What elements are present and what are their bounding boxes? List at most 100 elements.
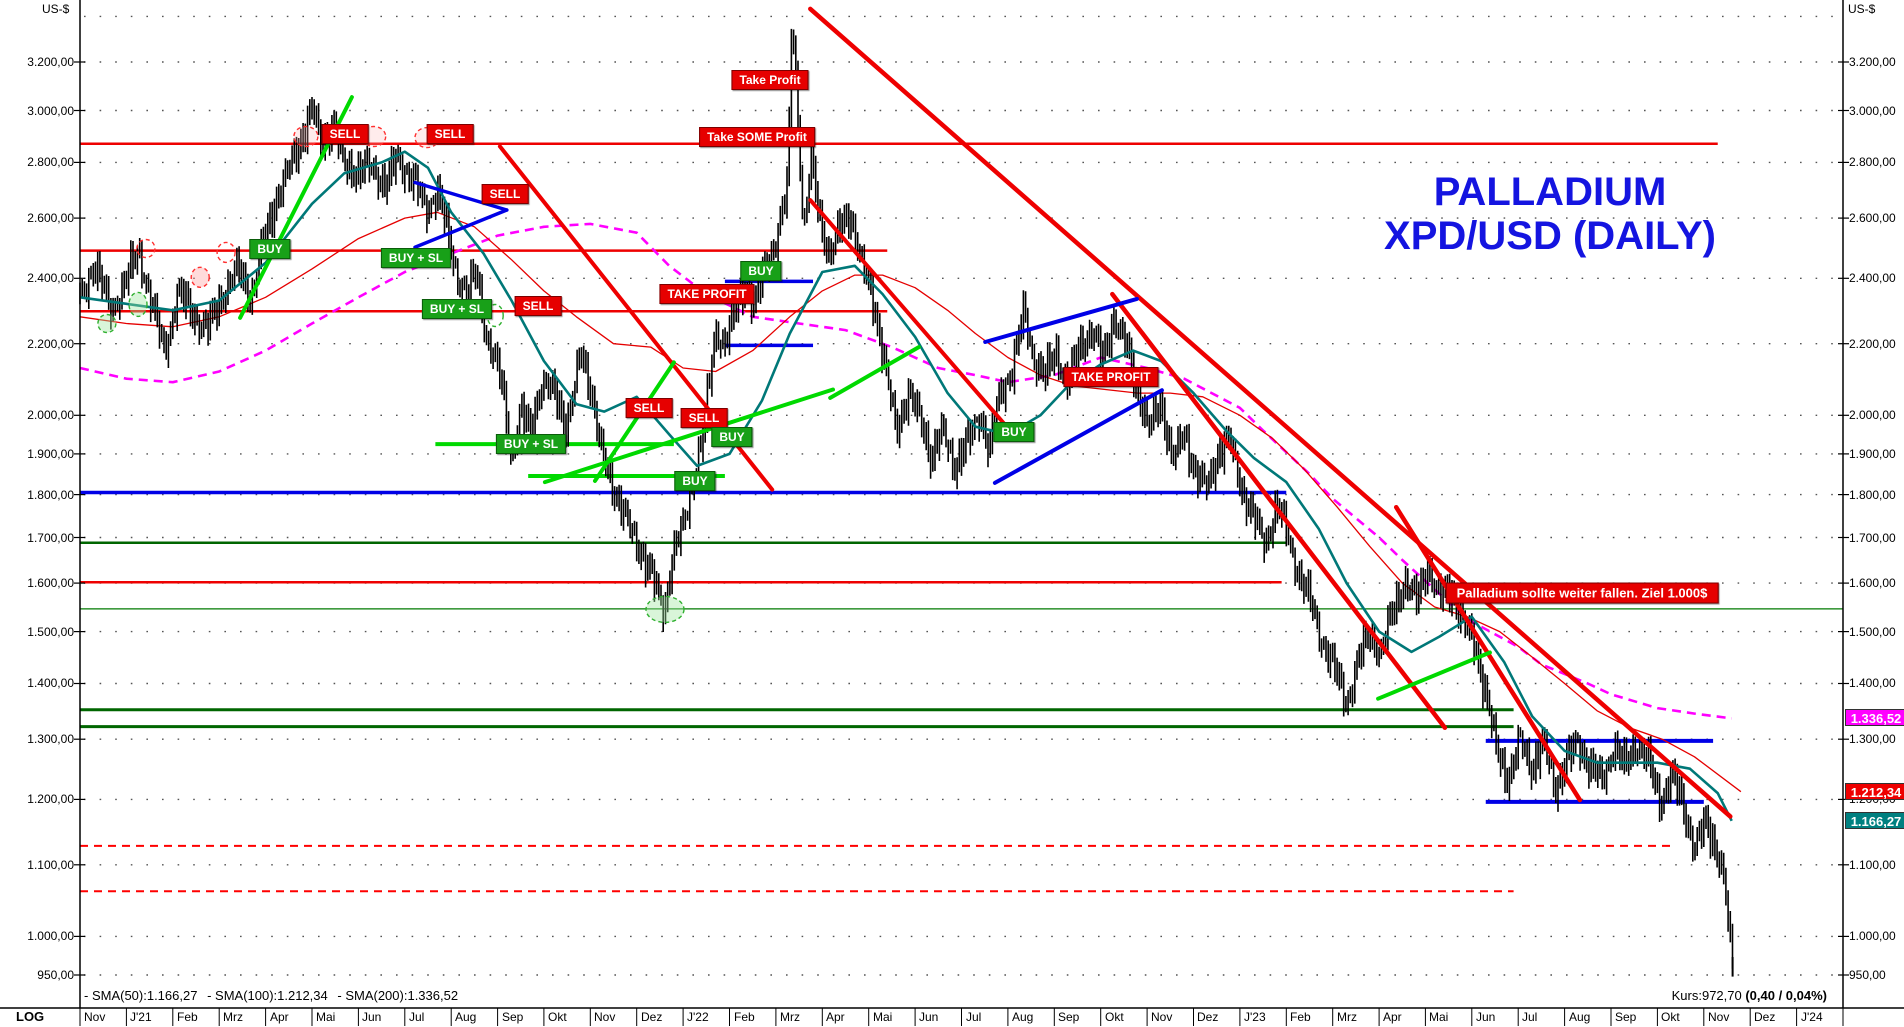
y-axis-label: 1.000,00 [1849, 929, 1896, 943]
y-axis-label: 1.100,00 [1849, 858, 1896, 872]
chart-title-line2: XPD/USD (DAILY) [1384, 214, 1716, 258]
y-axis-label: 2.400,00 [27, 271, 74, 285]
y-axis-label: 1.100,00 [27, 858, 74, 872]
x-axis-month-label: Jul [966, 1010, 982, 1024]
y-axis-label: 3.000,00 [27, 104, 74, 118]
sma50-legend: - SMA(50):1.166,27 [84, 988, 198, 1003]
buy-label: BUY [674, 471, 716, 491]
trend-line [1376, 650, 1492, 701]
y-axis-label: 1.400,00 [27, 676, 74, 690]
x-axis-month-label: Mrz [223, 1010, 243, 1024]
y-axis-label: 1.800,00 [1849, 488, 1896, 502]
y-axis-unit-left: US-$ [42, 2, 70, 16]
buy-label: BUY [993, 422, 1035, 442]
x-axis-month-label: Nov [594, 1010, 616, 1024]
x-axis-month-label: Nov [1151, 1010, 1173, 1024]
x-axis-month-label: J'23 [1244, 1010, 1266, 1024]
sma-price-badge: 1.336,52 [1845, 709, 1904, 726]
y-axis-label: 3.000,00 [1849, 104, 1896, 118]
pattern-ellipse [97, 313, 117, 334]
sma-price-badge: 1.166,27 [1845, 812, 1904, 829]
pattern-ellipse [645, 595, 685, 624]
x-axis-month-label: Sep [1058, 1010, 1080, 1024]
sma-price-badge: 1.212,34 [1845, 783, 1904, 800]
sma100-legend: - SMA(100):1.212,34 [207, 988, 328, 1003]
buy-label: BUY [249, 239, 291, 259]
x-axis-month-label: Jul [1522, 1010, 1538, 1024]
y-axis-label: 1.300,00 [27, 732, 74, 746]
pattern-ellipse [190, 266, 210, 288]
x-axis-month-label: Apr [270, 1010, 289, 1024]
y-axis-label: 1.800,00 [27, 488, 74, 502]
x-axis-month-label: J'22 [687, 1010, 709, 1024]
y-axis-label: 1.900,00 [1849, 447, 1896, 461]
y-axis-label: 1.500,00 [27, 625, 74, 639]
trend-line [983, 296, 1139, 344]
x-axis-month-label: Apr [1383, 1010, 1402, 1024]
sell-label: SELL [321, 124, 369, 144]
x-axis-month-label: Jul [409, 1010, 425, 1024]
y-axis-label: 2.400,00 [1849, 271, 1896, 285]
x-axis-month-label: Sep [1615, 1010, 1637, 1024]
sell-label: SELL [481, 184, 529, 204]
sma200-line [79, 222, 1732, 720]
y-axis-unit-right: US-$ [1848, 2, 1876, 16]
x-axis-month-label: Nov [1708, 1010, 1730, 1024]
x-axis-month-label: Aug [1012, 1010, 1034, 1024]
buy-label: BUY + SL [421, 299, 493, 319]
last-price-status: Kurs:972,70 (0,40 / 0,04%) [1672, 988, 1827, 1003]
x-axis-month-label: Sep [502, 1010, 524, 1024]
x-axis-month-label: J'21 [130, 1010, 152, 1024]
y-axis-label: 2.800,00 [27, 155, 74, 169]
y-axis-label: 1.400,00 [1849, 676, 1896, 690]
y-axis-label: 2.000,00 [27, 408, 74, 422]
x-axis-month-label: Mai [873, 1010, 893, 1024]
x-axis-month-label: Mai [1429, 1010, 1449, 1024]
sell-label: SELL [426, 124, 474, 144]
buy-label: BUY [740, 261, 782, 281]
x-axis-month-label: Apr [826, 1010, 845, 1024]
x-axis-month-label: Aug [1569, 1010, 1591, 1024]
sma-legend: - SMA(50):1.166,27 - SMA(100):1.212,34 -… [84, 988, 464, 1003]
x-axis-month-label: Okt [548, 1010, 567, 1024]
pattern-ellipse [216, 241, 236, 264]
sell-label: TAKE PROFIT [1063, 367, 1159, 387]
x-axis-month-label: Feb [177, 1010, 198, 1024]
buy-label: BUY + SL [380, 248, 452, 268]
x-axis-month-label: Feb [734, 1010, 755, 1024]
trend-line [828, 345, 921, 400]
y-axis-label: 1.600,00 [27, 576, 74, 590]
y-axis-label: 950,00 [1849, 968, 1886, 982]
y-axis-label: 1.600,00 [1849, 576, 1896, 590]
x-axis-month-label: Jun [1476, 1010, 1496, 1024]
trend-line [593, 360, 676, 483]
sma100-line [79, 211, 1742, 793]
x-axis-month-label: Okt [1661, 1010, 1680, 1024]
y-axis-label: 1.300,00 [1849, 732, 1896, 746]
x-axis-month-label: Feb [1290, 1010, 1311, 1024]
y-axis-label: 1.700,00 [27, 531, 74, 545]
trend-line [413, 208, 509, 250]
buy-label: BUY + SL [495, 434, 567, 454]
y-axis-label: 2.600,00 [27, 211, 74, 225]
kurs-change: (0,40 / 0,04%) [1745, 988, 1827, 1003]
trend-line [808, 6, 1733, 819]
kurs-value: Kurs:972,70 [1671, 988, 1746, 1003]
trend-line [413, 180, 509, 212]
pattern-ellipse [128, 291, 148, 318]
trend-line [542, 387, 835, 485]
x-axis-month-label: Nov [84, 1010, 106, 1024]
sell-label: SELL [625, 398, 673, 418]
x-axis-month-label: Okt [1105, 1010, 1124, 1024]
y-axis-label: 1.200,00 [27, 792, 74, 806]
y-axis-label: 3.200,00 [27, 55, 74, 69]
log-scale-label: LOG [16, 1009, 45, 1024]
chart-title-line1: PALLADIUM [1433, 170, 1667, 214]
buy-label: BUY [711, 427, 753, 447]
sell-label: SELL [680, 408, 728, 428]
x-axis-month-label: Mrz [1337, 1010, 1357, 1024]
x-axis-month-label: Dez [1754, 1010, 1776, 1024]
pattern-ellipse [136, 238, 156, 259]
analyst-note: Palladium sollte weiter fallen. Ziel 1.0… [1445, 582, 1719, 604]
